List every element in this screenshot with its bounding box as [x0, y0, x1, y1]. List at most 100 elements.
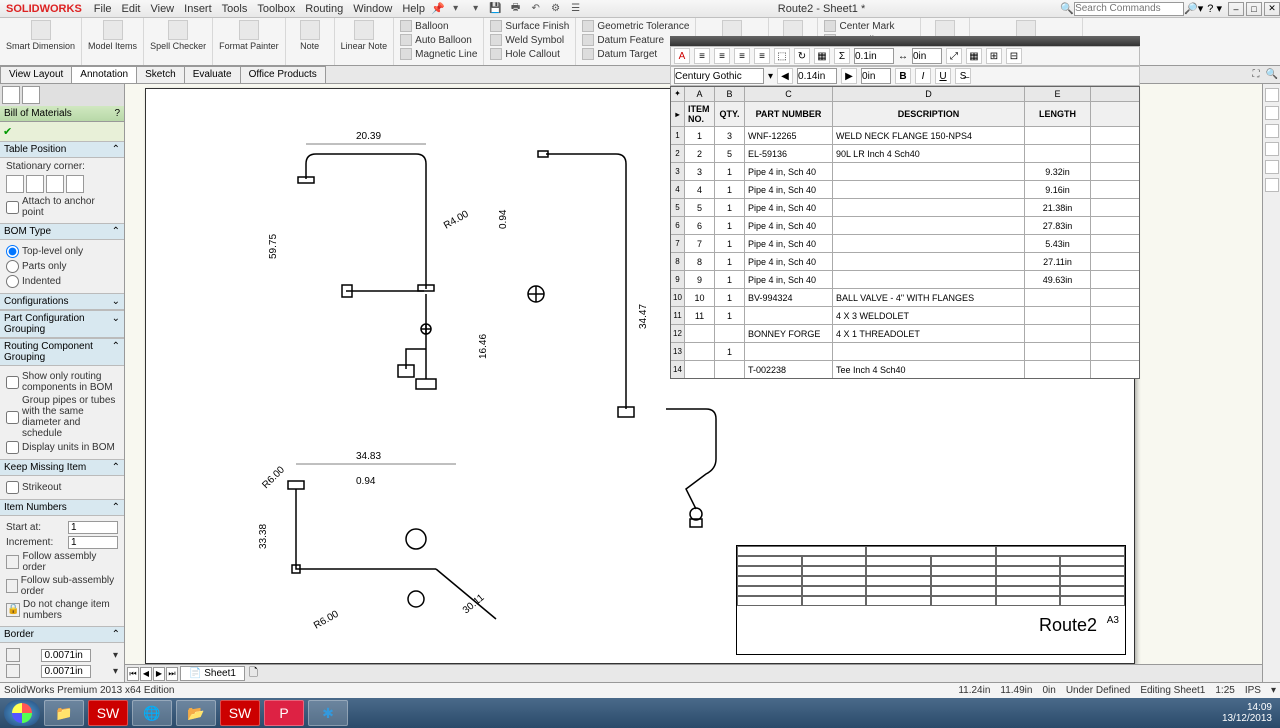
minimize-icon[interactable]: – [1228, 2, 1244, 16]
select-all-cell[interactable]: ✦ [671, 87, 685, 101]
design-library-icon[interactable] [1265, 106, 1279, 120]
part-number-cell[interactable]: Pipe 4 in, Sch 40 [745, 181, 833, 198]
part-number-cell[interactable]: Pipe 4 in, Sch 40 [745, 271, 833, 288]
top-level-radio[interactable] [6, 245, 19, 258]
collapse-icon[interactable]: ⌄ [112, 296, 120, 307]
indented-radio[interactable] [6, 275, 19, 288]
part-number-cell[interactable]: Pipe 4 in, Sch 40 [745, 199, 833, 216]
system-tray[interactable]: 14:09 13/12/2013 [1222, 702, 1276, 724]
tab-view-layout[interactable]: View Layout [0, 66, 72, 83]
item-no-cell[interactable]: 4 [685, 181, 715, 198]
model-items-button[interactable]: Model Items [88, 20, 137, 51]
align-justify-icon[interactable]: ≡ [754, 48, 770, 64]
help-icon[interactable]: ? [114, 108, 120, 119]
border-header[interactable]: Border [4, 629, 34, 640]
item-no-cell[interactable]: 7 [685, 235, 715, 252]
col-header-b[interactable]: B [715, 87, 745, 101]
length-cell[interactable] [1025, 325, 1091, 342]
description-cell[interactable]: 4 X 1 THREADOLET [833, 325, 1025, 342]
balloon-button[interactable]: Balloon [400, 20, 477, 32]
bom-table-editor[interactable]: A ≡ ≡ ≡ ≡ ⬚ ↻ ▦ Σ ↔ ⤢ ▦ ⊞ ⊟ ▾ ◀ ▶ B I U … [670, 36, 1140, 379]
corner-tr-button[interactable] [26, 175, 44, 193]
align-right-icon[interactable]: ≡ [734, 48, 750, 64]
description-cell[interactable] [833, 253, 1025, 270]
tab-evaluate[interactable]: Evaluate [184, 66, 241, 83]
part-number-cell[interactable]: Pipe 4 in, Sch 40 [745, 163, 833, 180]
border-grid-icon[interactable] [6, 664, 20, 678]
row-header[interactable]: 12 [671, 325, 685, 342]
lock-numbers-icon[interactable]: 🔒 [6, 603, 20, 617]
part-number-cell[interactable]: T-002238 [745, 361, 833, 378]
row-header[interactable]: 8 [671, 253, 685, 270]
weld-symbol-button[interactable]: Weld Symbol [490, 34, 569, 46]
file-explorer-icon[interactable] [1265, 124, 1279, 138]
drawing-view-4[interactable] [646, 399, 766, 549]
table-row[interactable]: 8 8 1 Pipe 4 in, Sch 40 27.11in [671, 252, 1139, 270]
qty-cell[interactable]: 1 [715, 181, 745, 198]
table-header-row[interactable]: ▸ ITEM NO. QTY. PART NUMBER DESCRIPTION … [671, 101, 1139, 126]
undo-icon[interactable]: ↶ [529, 2, 543, 16]
drawing-view-3[interactable]: 34.83 0.94 33.38 R6.00 30.11 R6.00 [236, 429, 536, 649]
length-cell[interactable] [1025, 361, 1091, 378]
qty-cell[interactable]: 1 [715, 199, 745, 216]
spacing-input[interactable] [861, 68, 891, 84]
border-box-icon[interactable] [6, 648, 20, 662]
surface-finish-button[interactable]: Surface Finish [490, 20, 569, 32]
rebuild-icon[interactable]: ⚙ [549, 2, 563, 16]
prev-sheet-icon[interactable]: ◀ [140, 667, 152, 681]
table-row[interactable]: 13 1 [671, 342, 1139, 360]
table-row[interactable]: 5 5 1 Pipe 4 in, Sch 40 21.38in [671, 198, 1139, 216]
row-header[interactable]: 11 [671, 307, 685, 324]
tab-office-products[interactable]: Office Products [240, 66, 326, 83]
font-size-input[interactable] [797, 68, 837, 84]
qty-cell[interactable] [715, 361, 745, 378]
merge-icon[interactable]: ⬚ [774, 48, 790, 64]
sw2-task-icon[interactable]: SW [220, 700, 260, 726]
row-header[interactable]: 2 [671, 145, 685, 162]
part-number-cell[interactable] [745, 307, 833, 324]
description-cell[interactable] [833, 163, 1025, 180]
font-color-icon[interactable]: A [674, 48, 690, 64]
corner-br-button[interactable] [66, 175, 84, 193]
length-cell[interactable] [1025, 307, 1091, 324]
table-row[interactable]: 7 7 1 Pipe 4 in, Sch 40 5.43in [671, 234, 1139, 252]
italic-icon[interactable]: I [915, 68, 931, 84]
description-cell[interactable] [833, 199, 1025, 216]
auto-balloon-button[interactable]: Auto Balloon [400, 34, 477, 46]
part-config-header[interactable]: Part Configuration Grouping [4, 313, 112, 335]
parts-only-radio[interactable] [6, 260, 19, 273]
table-row[interactable]: 12 BONNEY FORGE 4 X 1 THREADOLET [671, 324, 1139, 342]
close-icon[interactable]: ✕ [1264, 2, 1280, 16]
item-numbers-header[interactable]: Item Numbers [4, 502, 67, 513]
view-palette-icon[interactable] [1265, 142, 1279, 156]
font-family-input[interactable] [674, 68, 764, 84]
part-number-cell[interactable]: Pipe 4 in, Sch 40 [745, 253, 833, 270]
collapse-icon[interactable]: ⌃ [112, 462, 120, 473]
collapse-icon[interactable]: ⌃ [112, 502, 120, 513]
grid-icon[interactable]: ▦ [966, 48, 982, 64]
table-row[interactable]: 2 2 5 EL-59136 90L LR Inch 4 Sch40 [671, 144, 1139, 162]
table-row[interactable]: 1 1 3 WNF-12265 WELD NECK FLANGE 150-NPS… [671, 126, 1139, 144]
help-icon[interactable]: ? ▾ [1207, 2, 1222, 15]
header-icon[interactable]: ▦ [814, 48, 830, 64]
length-cell[interactable]: 21.38in [1025, 199, 1091, 216]
row-header[interactable]: 9 [671, 271, 685, 288]
property-tab[interactable] [22, 86, 40, 104]
length-cell[interactable]: 49.63in [1025, 271, 1091, 288]
search-input[interactable] [1074, 2, 1184, 16]
part-number-cell[interactable]: BONNEY FORGE [745, 325, 833, 342]
item-no-cell[interactable] [685, 361, 715, 378]
resources-icon[interactable] [1265, 88, 1279, 102]
part-number-cell[interactable]: BV-994324 [745, 289, 833, 306]
menu-insert[interactable]: Insert [184, 3, 212, 15]
center-mark-button[interactable]: Center Mark [824, 20, 913, 32]
menu-file[interactable]: File [94, 3, 112, 15]
increment-input[interactable] [68, 536, 118, 549]
item-no-cell[interactable]: 1 [685, 127, 715, 144]
row-header[interactable]: 5 [671, 199, 685, 216]
corner-bl-button[interactable] [46, 175, 64, 193]
description-cell[interactable]: 4 X 3 WELDOLET [833, 307, 1025, 324]
note-button[interactable]: Note [292, 20, 328, 51]
length-cell[interactable] [1025, 289, 1091, 306]
part-number-cell[interactable]: EL-59136 [745, 145, 833, 162]
